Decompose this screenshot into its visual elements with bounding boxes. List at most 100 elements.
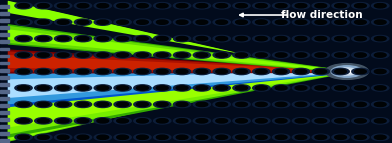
Circle shape bbox=[335, 69, 347, 74]
Circle shape bbox=[342, 70, 352, 73]
Circle shape bbox=[216, 86, 228, 90]
Circle shape bbox=[292, 68, 310, 75]
Circle shape bbox=[117, 4, 129, 8]
Circle shape bbox=[312, 52, 329, 58]
Circle shape bbox=[295, 102, 307, 107]
Circle shape bbox=[352, 19, 369, 25]
Circle shape bbox=[15, 68, 32, 75]
Circle shape bbox=[35, 68, 52, 75]
Circle shape bbox=[216, 20, 228, 24]
Circle shape bbox=[38, 53, 49, 57]
Circle shape bbox=[15, 35, 32, 42]
Circle shape bbox=[256, 135, 267, 139]
Circle shape bbox=[134, 68, 151, 75]
Circle shape bbox=[272, 52, 290, 58]
Circle shape bbox=[193, 52, 211, 58]
Circle shape bbox=[354, 20, 366, 24]
Bar bbox=[0, 111, 9, 114]
Circle shape bbox=[38, 135, 49, 139]
Circle shape bbox=[352, 85, 369, 91]
Circle shape bbox=[233, 101, 250, 108]
Circle shape bbox=[312, 118, 329, 124]
Circle shape bbox=[97, 119, 109, 123]
Circle shape bbox=[35, 134, 52, 140]
Circle shape bbox=[292, 35, 310, 42]
Circle shape bbox=[57, 119, 69, 123]
Circle shape bbox=[117, 86, 129, 90]
Circle shape bbox=[216, 36, 228, 41]
Circle shape bbox=[94, 85, 111, 91]
Circle shape bbox=[272, 19, 290, 25]
Circle shape bbox=[372, 68, 389, 75]
Circle shape bbox=[117, 69, 129, 74]
Circle shape bbox=[193, 118, 211, 124]
Circle shape bbox=[331, 66, 363, 77]
Circle shape bbox=[216, 135, 228, 139]
Circle shape bbox=[312, 101, 329, 108]
Circle shape bbox=[295, 119, 307, 123]
Circle shape bbox=[196, 36, 208, 41]
Circle shape bbox=[374, 20, 386, 24]
Circle shape bbox=[193, 134, 211, 140]
Circle shape bbox=[156, 69, 168, 74]
Circle shape bbox=[372, 19, 389, 25]
Circle shape bbox=[94, 35, 111, 42]
Bar bbox=[0, 12, 9, 15]
Circle shape bbox=[352, 68, 369, 75]
Circle shape bbox=[136, 69, 148, 74]
Polygon shape bbox=[8, 29, 345, 72]
Circle shape bbox=[176, 135, 188, 139]
Circle shape bbox=[136, 102, 148, 107]
Circle shape bbox=[236, 36, 247, 41]
Circle shape bbox=[97, 69, 109, 74]
Circle shape bbox=[193, 68, 211, 75]
Circle shape bbox=[196, 135, 208, 139]
Circle shape bbox=[354, 4, 366, 8]
Circle shape bbox=[253, 3, 270, 9]
Circle shape bbox=[312, 3, 329, 9]
Circle shape bbox=[154, 85, 171, 91]
Circle shape bbox=[54, 85, 72, 91]
Circle shape bbox=[272, 134, 290, 140]
Circle shape bbox=[134, 3, 151, 9]
Circle shape bbox=[38, 86, 49, 90]
Circle shape bbox=[136, 135, 148, 139]
Circle shape bbox=[256, 20, 267, 24]
Circle shape bbox=[213, 101, 230, 108]
Circle shape bbox=[134, 118, 151, 124]
Bar bbox=[0, 125, 9, 128]
Circle shape bbox=[374, 119, 386, 123]
Circle shape bbox=[213, 52, 230, 58]
Circle shape bbox=[136, 4, 148, 8]
Polygon shape bbox=[8, 69, 345, 138]
Circle shape bbox=[134, 134, 151, 140]
Circle shape bbox=[354, 53, 366, 57]
Circle shape bbox=[77, 102, 89, 107]
Polygon shape bbox=[8, 65, 345, 141]
Circle shape bbox=[332, 85, 349, 91]
Circle shape bbox=[77, 135, 89, 139]
Circle shape bbox=[97, 20, 109, 24]
Bar bbox=[0, 47, 9, 50]
Circle shape bbox=[335, 119, 347, 123]
Circle shape bbox=[117, 36, 129, 41]
Circle shape bbox=[77, 86, 89, 90]
Circle shape bbox=[114, 134, 131, 140]
Circle shape bbox=[216, 4, 228, 8]
Bar bbox=[0, 97, 9, 100]
Circle shape bbox=[57, 69, 69, 74]
Circle shape bbox=[18, 86, 29, 90]
Polygon shape bbox=[8, 70, 345, 128]
Bar bbox=[0, 104, 9, 107]
Circle shape bbox=[114, 3, 131, 9]
Circle shape bbox=[154, 35, 171, 42]
Circle shape bbox=[18, 135, 29, 139]
Circle shape bbox=[236, 4, 247, 8]
Circle shape bbox=[332, 52, 349, 58]
Circle shape bbox=[354, 119, 366, 123]
Circle shape bbox=[134, 19, 151, 25]
Circle shape bbox=[213, 19, 230, 25]
Circle shape bbox=[156, 36, 168, 41]
Circle shape bbox=[253, 134, 270, 140]
Circle shape bbox=[136, 53, 148, 57]
